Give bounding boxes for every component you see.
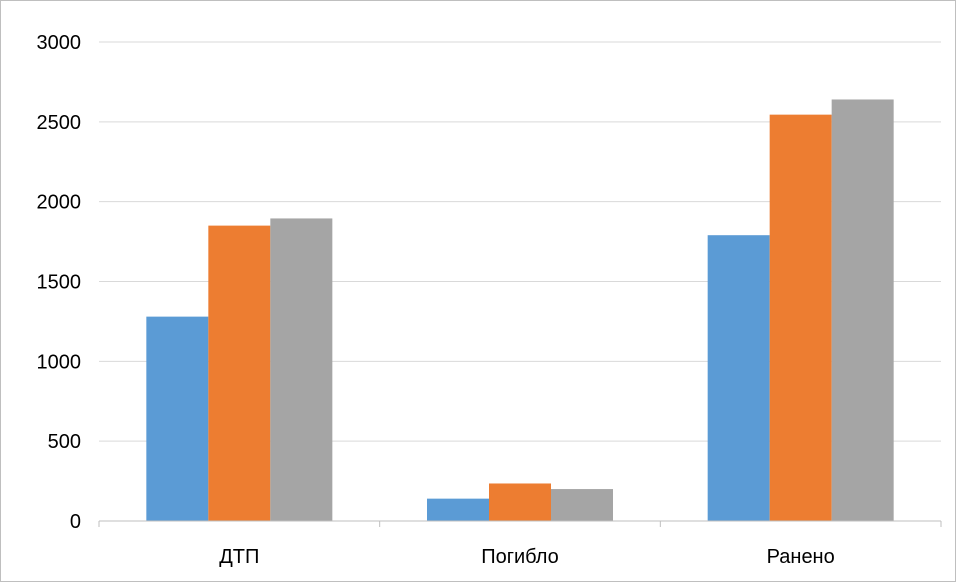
y-tick-label: 1500 [37,272,82,294]
y-tick-label: 2000 [37,192,82,214]
bar [146,316,209,521]
bar [707,235,770,522]
axes [98,520,942,527]
y-tick-label: 1000 [37,351,82,373]
bar [489,483,551,521]
y-tick-label: 0 [70,511,81,533]
y-tick-label: 3000 [37,32,82,54]
x-tick-label: Погибло [481,546,559,568]
y-tick-labels: 0 500 1000 1500 2000 2500 3000 [37,32,82,533]
bar [769,114,832,522]
bar [270,218,333,521]
y-tick-label: 500 [48,431,81,453]
bar [208,225,271,521]
bars [146,99,894,522]
x-tick-labels: ДТП Погибло Ранено [219,546,834,568]
x-tick-label: Ранено [767,546,835,568]
bar [551,489,613,521]
bar [427,498,489,521]
y-tick-label: 2500 [37,112,82,134]
x-tick-label: ДТП [219,546,259,568]
bar [831,99,894,521]
